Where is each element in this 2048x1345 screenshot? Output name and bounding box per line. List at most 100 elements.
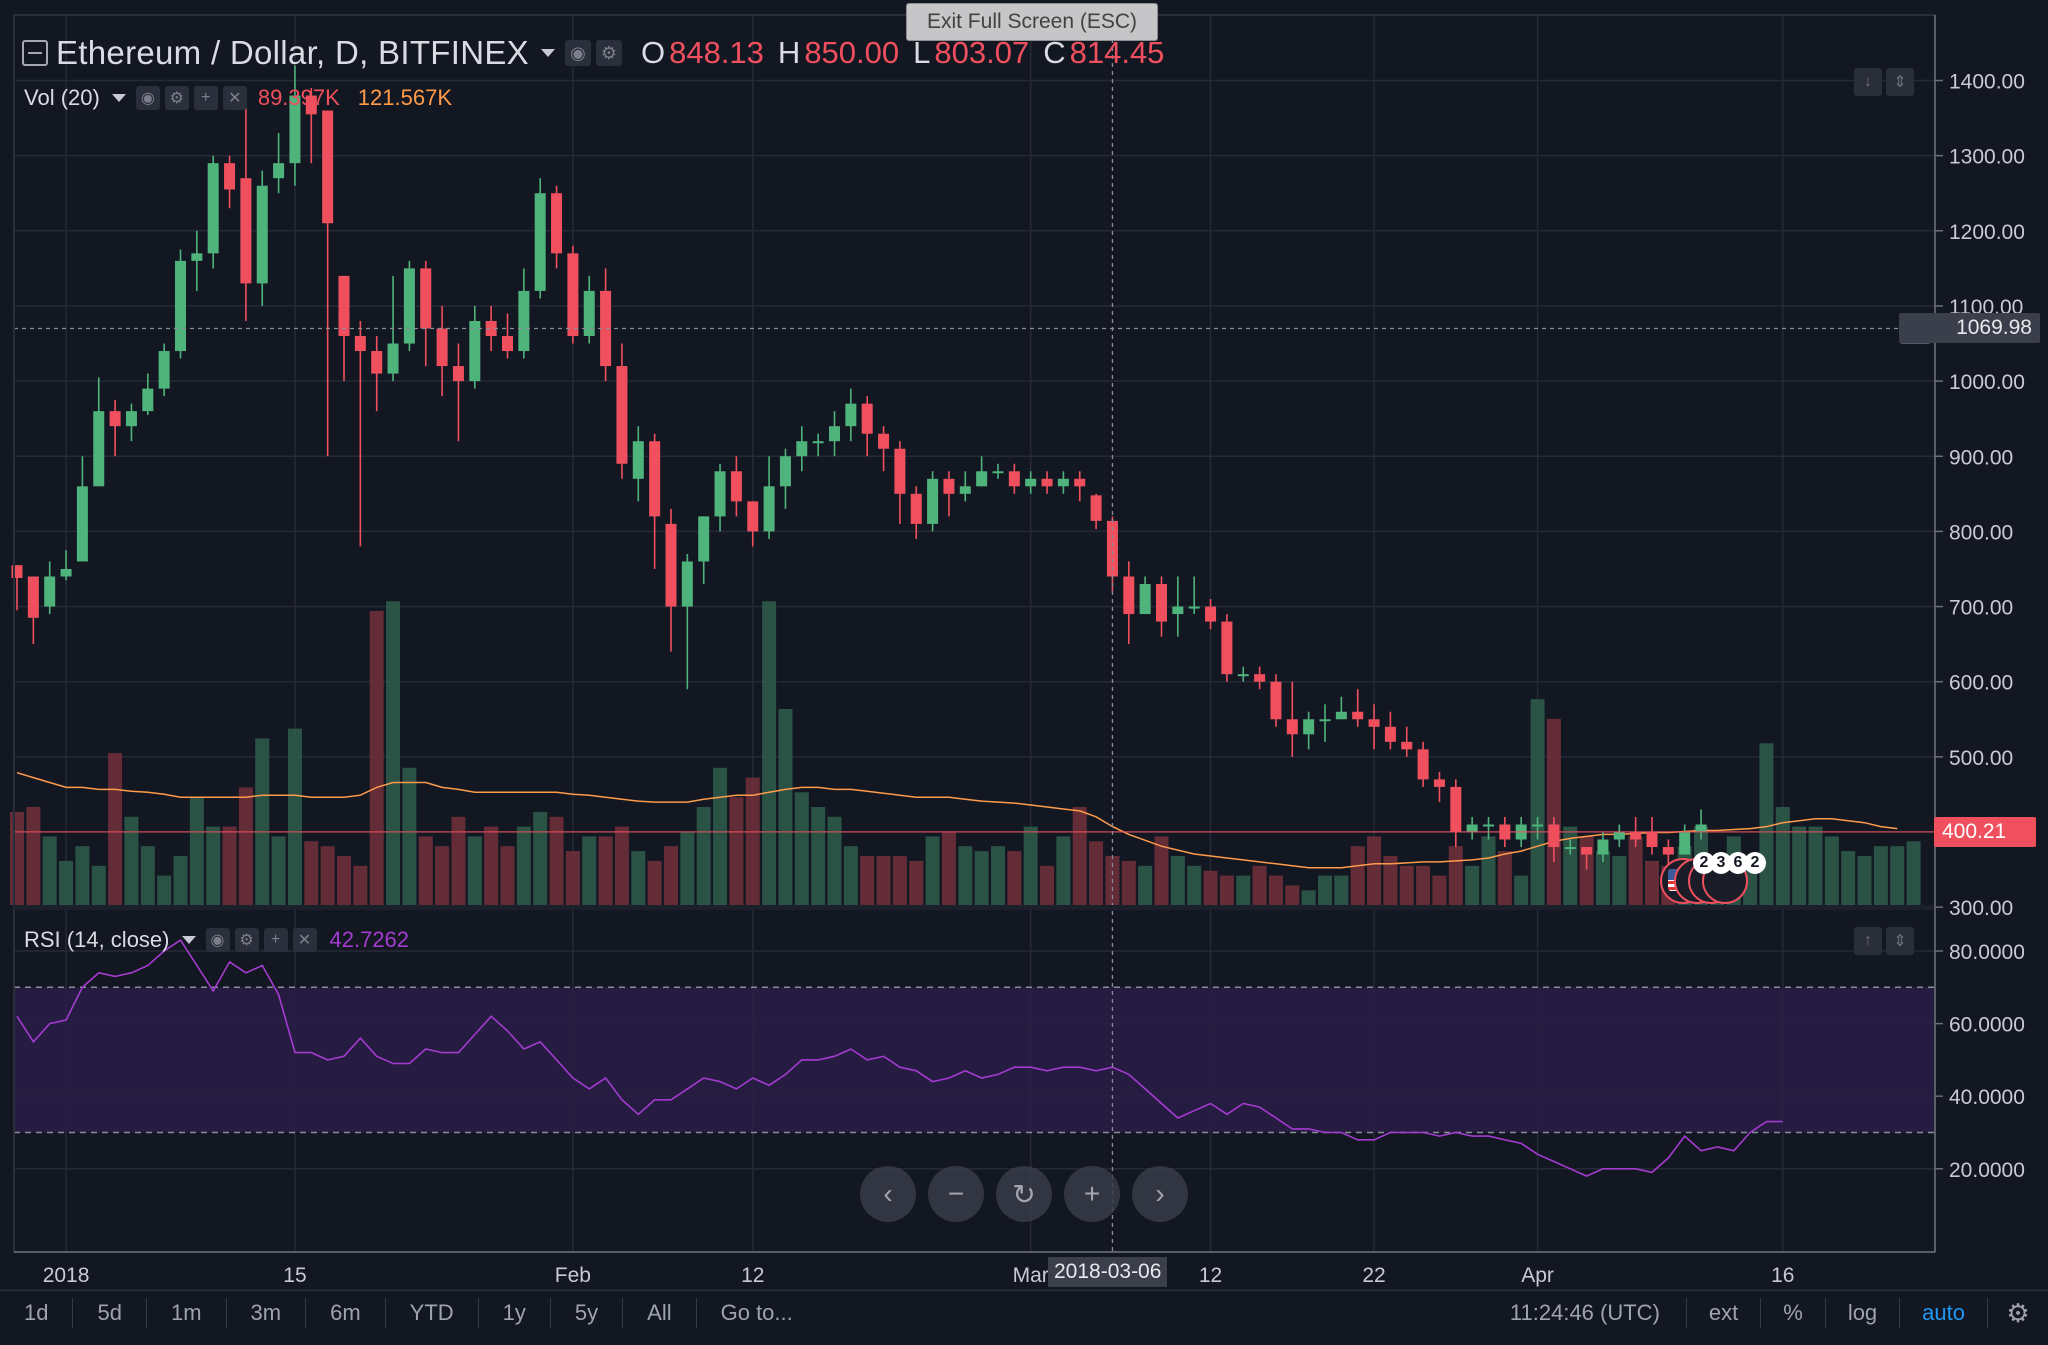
range-all-button[interactable]: All	[623, 1298, 697, 1328]
volume-bar	[614, 826, 629, 905]
plus-icon[interactable]: +	[193, 86, 218, 110]
economic-events[interactable]: 2 3 6 2	[1660, 852, 1766, 904]
candle	[1368, 704, 1380, 750]
volume-bar	[26, 807, 41, 905]
ohlc-low-label: L	[913, 35, 931, 70]
log-toggle[interactable]: log	[1826, 1298, 1901, 1328]
candle	[1139, 576, 1151, 615]
volume-bar	[1121, 860, 1136, 905]
close-icon[interactable]: ✕	[222, 86, 247, 110]
candle	[1483, 816, 1494, 840]
range-1m-button[interactable]: 1m	[147, 1298, 227, 1328]
candle	[910, 486, 922, 539]
range-6m-button[interactable]: 6m	[306, 1298, 386, 1328]
candle-body	[681, 561, 693, 607]
close-icon[interactable]: ✕	[292, 928, 317, 952]
volume-legend: Vol (20) ◉ ⚙ + ✕ 89.397K 121.567K	[24, 85, 452, 111]
chevron-down-icon[interactable]	[181, 936, 196, 944]
eye-icon[interactable]: ◉	[564, 40, 591, 66]
volume-bar	[59, 860, 74, 905]
collapse-legend-icon[interactable]	[22, 40, 48, 66]
goto-date-button[interactable]: Go to...	[720, 1300, 793, 1325]
gear-icon[interactable]: ⚙	[164, 86, 189, 110]
symbol-title[interactable]: Ethereum / Dollar, D, BITFINEX	[56, 34, 529, 71]
gear-icon[interactable]: ⚙	[234, 928, 259, 952]
range-5d-button[interactable]: 5d	[73, 1298, 147, 1328]
ext-toggle[interactable]: ext	[1687, 1298, 1762, 1328]
auto-toggle[interactable]: auto	[1900, 1298, 1988, 1328]
eye-icon[interactable]: ◉	[205, 928, 230, 952]
exit-fullscreen-button[interactable]: Exit Full Screen (ESC)	[906, 3, 1158, 41]
gear-icon[interactable]: ⚙	[595, 40, 622, 66]
volume-bar	[386, 601, 401, 905]
range-1d-button[interactable]: 1d	[0, 1298, 74, 1328]
candle-body	[371, 351, 383, 374]
candle-body	[1205, 606, 1217, 622]
candle	[289, 65, 301, 186]
main-pane[interactable]	[14, 15, 1935, 905]
candle	[1581, 847, 1593, 870]
candle-body	[649, 441, 661, 517]
candle-body	[1237, 674, 1249, 677]
range-ytd-button[interactable]: YTD	[386, 1298, 479, 1328]
rsi-legend: RSI (14, close) ◉ ⚙ + ✕ 42.7262	[24, 927, 409, 953]
candle	[256, 170, 268, 306]
event-count-badge: 6	[1727, 852, 1749, 874]
eye-icon[interactable]: ◉	[135, 86, 160, 110]
move-down-icon[interactable]: ↓	[1854, 68, 1882, 96]
candle	[354, 320, 366, 547]
price-tick-label: 700.00	[1949, 597, 2013, 620]
volume-bar	[189, 797, 204, 905]
rsi-pane-controls: ↑ ⇕	[1850, 927, 1914, 955]
volume-ma-value: 121.567K	[357, 85, 452, 110]
gear-icon[interactable]: ⚙	[2006, 1297, 2030, 1328]
range-1y-button[interactable]: 1y	[479, 1298, 551, 1328]
range-3m-button[interactable]: 3m	[227, 1298, 307, 1328]
candle-body	[191, 253, 203, 261]
volume-bar	[1432, 875, 1447, 905]
percent-toggle[interactable]: %	[1761, 1298, 1826, 1328]
volume-bar	[1514, 875, 1529, 905]
pane-separator[interactable]	[14, 905, 1935, 910]
candle-body	[436, 328, 448, 367]
volume-study-title[interactable]: Vol (20)	[24, 85, 100, 110]
candle	[976, 456, 988, 487]
candle-body	[1532, 824, 1544, 827]
candle	[1025, 471, 1037, 494]
plus-icon[interactable]: +	[263, 928, 288, 952]
scroll-right-icon[interactable]: ›	[1132, 1166, 1188, 1222]
candle	[1352, 689, 1364, 727]
ohlc-high-value: 850.00	[804, 35, 900, 70]
candle	[502, 313, 513, 359]
chevron-down-icon[interactable]	[540, 49, 555, 57]
zoom-in-icon[interactable]: +	[1064, 1166, 1120, 1222]
candle-body	[1008, 471, 1020, 487]
candle	[616, 343, 628, 479]
chart-navigation: ‹ − ↻ + ›	[860, 1166, 1200, 1222]
candle-body	[567, 253, 579, 337]
candle-body	[1041, 478, 1053, 487]
scroll-left-icon[interactable]: ‹	[860, 1166, 916, 1222]
reset-chart-icon[interactable]: ↻	[996, 1166, 1052, 1222]
candle	[779, 448, 791, 509]
rsi-study-title[interactable]: RSI (14, close)	[24, 927, 170, 952]
candle	[1221, 614, 1233, 682]
candle-body	[1450, 786, 1462, 832]
chevron-down-icon[interactable]	[111, 94, 126, 102]
candle	[632, 426, 644, 502]
volume-bar	[778, 709, 793, 905]
range-5y-button[interactable]: 5y	[551, 1298, 624, 1328]
volume-bar	[680, 831, 695, 905]
candle-body	[943, 478, 955, 494]
maximize-pane-icon[interactable]: ⇕	[1886, 927, 1914, 955]
candle-body	[1646, 832, 1658, 848]
candle-body	[338, 275, 350, 337]
volume-bar	[1497, 851, 1512, 905]
maximize-pane-icon[interactable]: ⇕	[1886, 68, 1914, 96]
zoom-out-icon[interactable]: −	[928, 1166, 984, 1222]
ohlc-low-value: 803.07	[934, 35, 1030, 70]
utc-clock[interactable]: 11:24:46 (UTC)	[1510, 1298, 1687, 1328]
move-up-icon[interactable]: ↑	[1854, 927, 1882, 955]
time-tick-label: 12	[1199, 1264, 1222, 1287]
